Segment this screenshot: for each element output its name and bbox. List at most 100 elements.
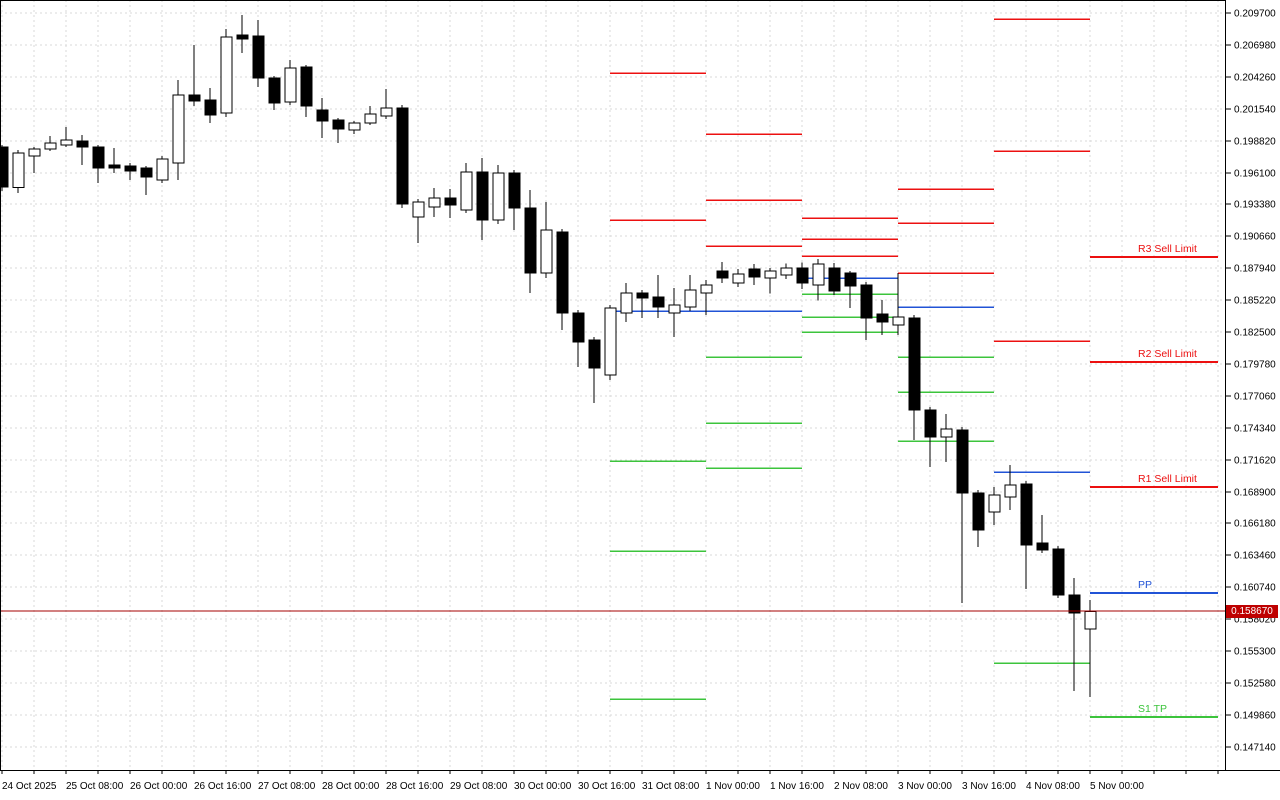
candle-body [908,317,921,411]
candle-body [604,307,617,376]
candle-body [508,172,521,209]
candle-body [44,142,57,150]
candle-body [1020,483,1033,546]
candle-body [300,66,313,107]
candle-body [332,119,345,130]
candle-body [652,296,665,308]
candle-body [364,113,377,124]
price-axis-label: 0.174340 [1234,424,1276,435]
candle-body [396,107,409,205]
price-axis-label: 0.179780 [1234,360,1276,371]
price-axis-label: 0.187940 [1234,264,1276,275]
candle-body [700,284,713,294]
candle-body [796,267,809,284]
time-axis-label: 28 Oct 16:00 [386,781,444,792]
candle-body [924,409,937,438]
time-axis-label: 27 Oct 08:00 [258,781,316,792]
candle-body [1052,548,1065,596]
pivot-label-r1-sell-limit: R1 Sell Limit [1138,473,1197,485]
candle-body [60,139,73,146]
candle-body [172,94,185,164]
candle-body [140,167,153,178]
candle-body [764,270,777,279]
candle-body [1068,594,1081,614]
candles-layer [0,14,1097,698]
price-axis-label: 0.147140 [1234,743,1276,754]
candle-body [316,109,329,122]
candle-body [348,122,361,131]
candle-body [236,34,249,40]
candle-body [620,292,633,314]
price-axis-label: 0.182500 [1234,328,1276,339]
candle-body [988,494,1001,513]
candle-body [188,94,201,102]
time-axis-label: 30 Oct 16:00 [578,781,636,792]
price-axis-label: 0.198820 [1234,137,1276,148]
candle-body [844,272,857,287]
candle-body [556,231,569,314]
candle-body [860,284,873,319]
price-axis-label: 0.163460 [1234,551,1276,562]
candle-body [108,164,121,169]
pivot-label-pp: PP [1138,579,1152,591]
price-axis-label: 0.206980 [1234,41,1276,52]
price-axis-label: 0.158020 [1234,615,1276,626]
time-axis-label: 1 Nov 00:00 [706,781,760,792]
price-axis-label: 0.160740 [1234,583,1276,594]
candle-body [124,165,137,172]
time-axis-label: 28 Oct 00:00 [322,781,380,792]
candle-body [12,152,25,189]
pivot-label-r2-sell-limit: R2 Sell Limit [1138,348,1197,360]
candle-body [156,158,169,181]
candle-body [956,429,969,494]
time-axis-label: 5 Nov 00:00 [1090,781,1144,792]
candle-body [1084,610,1097,630]
price-axis-label: 0.196100 [1234,169,1276,180]
candle-body [0,146,9,188]
candle-body [636,292,649,299]
candle-body [812,263,825,286]
time-axis-label: 24 Oct 2025 [2,781,57,792]
candle-body [716,270,729,279]
candle-body [252,35,265,79]
candle-body [668,304,681,314]
candle-body [684,289,697,308]
time-axis-label: 3 Nov 00:00 [898,781,952,792]
candle-body [444,197,457,206]
candle-body [972,492,985,531]
candle-body [380,107,393,117]
price-axis-label: 0.166180 [1234,519,1276,530]
candle-body [460,171,473,211]
candle-body [476,171,489,221]
time-axis-label: 2 Nov 08:00 [834,781,888,792]
price-axis-label: 0.201540 [1234,105,1276,116]
price-axis-label: 0.190660 [1234,232,1276,243]
candle-body [284,67,297,103]
price-axis-label: 0.185220 [1234,296,1276,307]
price-axis-label: 0.155300 [1234,647,1276,658]
candle-body [732,273,745,284]
candle-body [588,339,601,369]
price-axis-label: 0.149860 [1234,711,1276,722]
time-axis-label: 26 Oct 00:00 [130,781,188,792]
candle-body [892,316,905,326]
candle-body [92,146,105,169]
pivot-label-s1-tp: S1 TP [1138,703,1167,715]
candle-body [748,268,761,278]
candle-body [940,428,953,438]
candle-body [524,207,537,274]
time-axis-label: 3 Nov 16:00 [962,781,1016,792]
candle-body [828,267,841,292]
pivot-label-r3-sell-limit: R3 Sell Limit [1138,243,1197,255]
price-axis-label: 0.168900 [1234,488,1276,499]
candle-body [572,312,585,343]
candle-body [428,197,441,208]
price-axis-label: 0.177060 [1234,392,1276,403]
price-axis-label: 0.209700 [1234,9,1276,20]
price-axis-label: 0.204260 [1234,73,1276,84]
candle-body [204,99,217,116]
price-axis-label: 0.193380 [1234,200,1276,211]
